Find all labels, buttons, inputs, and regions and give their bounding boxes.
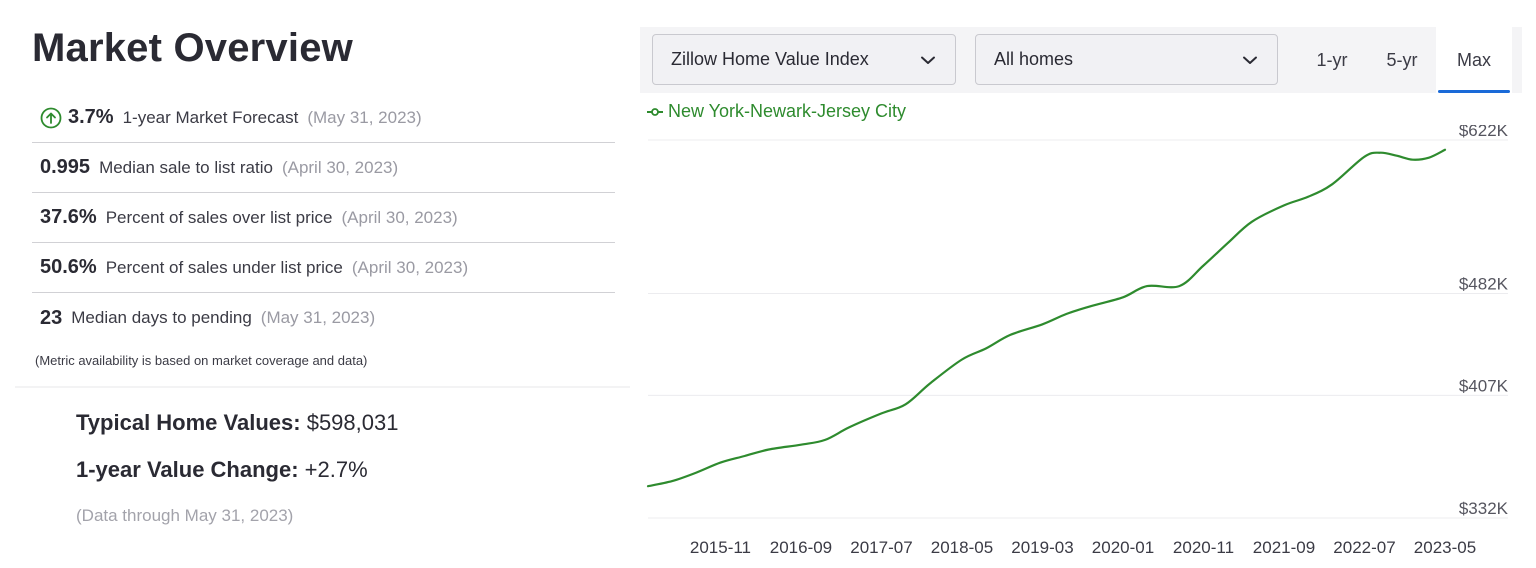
tab-max[interactable]: Max	[1436, 27, 1512, 93]
tab-5-yr[interactable]: 5-yr	[1386, 49, 1418, 70]
home-type-select-value: All homes	[994, 49, 1074, 69]
metric-value: 3.7%	[68, 106, 114, 128]
metrics-list: 3.7% 1-year Market Forecast (May 31, 202…	[32, 93, 615, 343]
metric-date: (April 30, 2023)	[281, 157, 399, 177]
typical-home-values: Typical Home Values: $598,031	[76, 410, 398, 436]
x-tick-label: 2020-01	[1092, 538, 1154, 557]
series-line-new-york-newark-jersey-city	[646, 148, 1447, 488]
metric-row-over-list: 37.6% Percent of sales over list price (…	[32, 193, 615, 243]
typical-home-values-value: $598,031	[306, 410, 399, 435]
x-tick-label: 2021-09	[1253, 538, 1315, 557]
chart-toolbar: Zillow Home Value Index All homes 1-yr 5…	[640, 27, 1522, 93]
market-overview-panel: Market Overview 3.7% 1-year Market Forec…	[0, 0, 630, 568]
x-tick-label: 2020-11	[1173, 538, 1234, 557]
metric-row-forecast: 3.7% 1-year Market Forecast (May 31, 202…	[32, 93, 615, 143]
section-divider	[15, 386, 630, 388]
data-through-note: (Data through May 31, 2023)	[76, 506, 294, 525]
one-year-value-change: 1-year Value Change: +2.7%	[76, 457, 368, 483]
metric-date: (April 30, 2023)	[351, 257, 469, 277]
metric-date: (May 31, 2023)	[260, 308, 376, 327]
metric-label: 1-year Market Forecast	[122, 107, 299, 127]
home-type-select[interactable]: All homes	[975, 34, 1278, 85]
chevron-down-icon	[1243, 56, 1257, 64]
metric-row-days-pending: 23 Median days to pending (May 31, 2023)	[32, 293, 615, 343]
metric-row-sale-to-list: 0.995 Median sale to list ratio (April 3…	[32, 143, 615, 193]
x-tick-label: 2019-03	[1011, 538, 1073, 557]
x-tick-label: 2015-11	[690, 538, 751, 557]
page-title: Market Overview	[32, 26, 353, 70]
y-tick-label: $482K	[1459, 275, 1509, 294]
index-select[interactable]: Zillow Home Value Index	[652, 34, 956, 85]
legend-line-marker-icon	[647, 107, 663, 116]
chevron-down-icon	[921, 56, 935, 64]
metric-date: (May 31, 2023)	[307, 107, 422, 127]
typical-home-values-label: Typical Home Values:	[76, 410, 301, 435]
metric-date: (April 30, 2023)	[341, 207, 458, 227]
tab-1-yr[interactable]: 1-yr	[1316, 49, 1348, 70]
legend-series-label: New York-Newark-Jersey City	[668, 101, 907, 121]
y-tick-label: $622K	[1459, 125, 1509, 140]
y-tick-label: $332K	[1459, 499, 1509, 518]
value-change-value: +2.7%	[304, 457, 368, 482]
x-tick-label: 2018-05	[931, 538, 993, 557]
metric-label: Percent of sales under list price	[105, 257, 343, 277]
metric-value: 0.995	[40, 156, 91, 178]
value-change-label: 1-year Value Change:	[76, 457, 299, 482]
x-tick-label: 2023-05	[1414, 538, 1476, 557]
x-tick-label: 2017-07	[850, 538, 912, 557]
metric-label: Percent of sales over list price	[105, 207, 333, 227]
x-tick-label: 2016-09	[770, 538, 832, 557]
index-select-value: Zillow Home Value Index	[671, 49, 869, 69]
metric-value: 50.6%	[40, 256, 97, 278]
metric-value: 37.6%	[40, 206, 97, 228]
y-tick-label: $407K	[1459, 376, 1509, 395]
metric-value: 23	[40, 306, 63, 329]
x-tick-label: 2022-07	[1333, 538, 1395, 557]
chart-legend[interactable]: New York-Newark-Jersey City	[646, 101, 906, 122]
home-value-line-chart[interactable]: $622K $482K $407K $332K 2015-11 2016-09 2017-0…	[640, 125, 1520, 565]
metric-row-under-list: 50.6% Percent of sales under list price …	[32, 243, 615, 293]
metric-label: Median sale to list ratio	[99, 157, 273, 177]
home-value-chart-panel: Zillow Home Value Index All homes 1-yr 5…	[640, 27, 1522, 567]
up-arrow-circle-icon	[40, 107, 62, 128]
metric-availability-note: (Metric availability is based on market …	[35, 353, 368, 368]
metric-label: Median days to pending	[71, 308, 252, 327]
